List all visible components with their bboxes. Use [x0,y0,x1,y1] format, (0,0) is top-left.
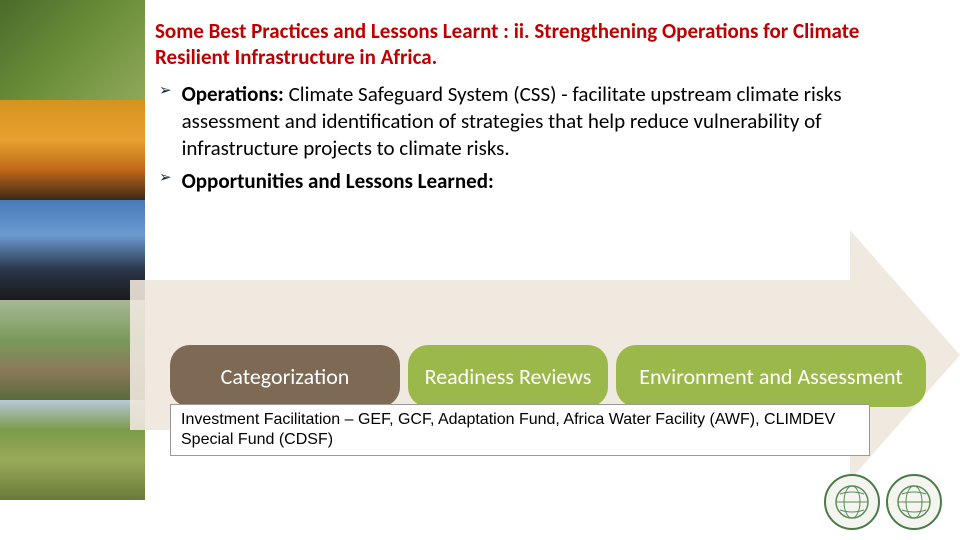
bullet-list: ➢Operations: Climate Safeguard System (C… [155,81,945,196]
sidebar-image-wind-turbines-sunset [0,100,145,200]
process-pill: Readiness Reviews [408,345,608,407]
sidebar-image-strip [0,0,145,500]
process-pills: CategorizationReadiness ReviewsEnvironme… [170,345,960,407]
sidebar-image-irrigation-field [0,300,145,400]
process-pill: Categorization [170,345,400,407]
slide-title: Some Best Practices and Lessons Learnt :… [155,18,945,71]
sidebar-image-solar-collector [0,200,145,300]
sidebar-image-rice-field [0,0,145,100]
bullet-marker-icon: ➢ [159,168,172,195]
footer-logos [824,474,942,530]
investment-caption: Investment Facilitation – GEF, GCF, Adap… [170,404,870,456]
content-area: Some Best Practices and Lessons Learnt :… [155,18,945,202]
bullet-text: Opportunities and Lessons Learned: [182,168,504,195]
process-pill: Environment and Assessment [616,345,926,407]
bullet-item: ➢ Opportunities and Lessons Learned: [155,168,945,195]
bullet-item: ➢Operations: Climate Safeguard System (C… [155,81,945,163]
afdb-logo-1 [824,474,880,530]
sidebar-image-crop-rows [0,400,145,500]
bullet-marker-icon: ➢ [159,81,172,163]
bullet-text: Operations: Climate Safeguard System (CS… [182,81,945,163]
afdb-logo-2 [886,474,942,530]
